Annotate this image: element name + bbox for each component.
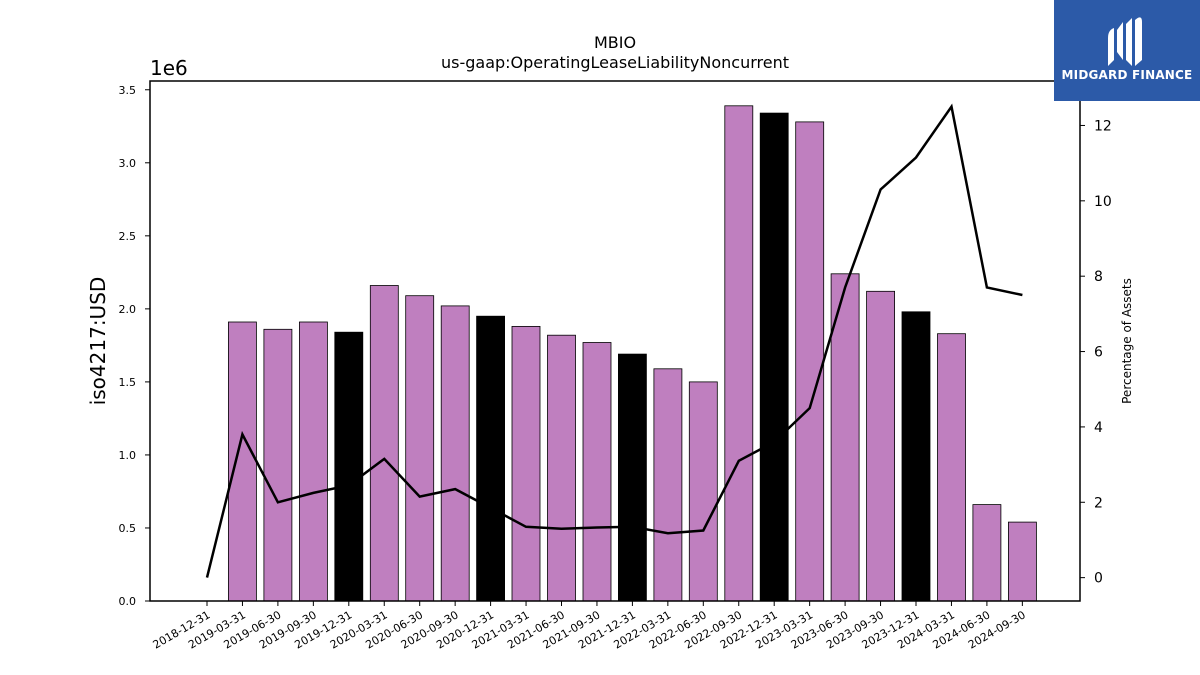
y-tick-label: 3.5 — [119, 84, 137, 97]
y-axis-title: iso4217:USD — [86, 277, 110, 406]
chart-subtitle: us-gaap:OperatingLeaseLiabilityNoncurren… — [441, 53, 789, 72]
percentage-line — [205, 103, 1023, 578]
bar-2022-03-31 — [653, 368, 683, 602]
bar-2023-12-31 — [901, 311, 931, 602]
bars-group — [227, 105, 1037, 602]
bar-2024-06-30 — [972, 504, 1002, 602]
bar-2022-06-30 — [688, 381, 718, 602]
bar-2019-03-31 — [227, 321, 257, 602]
y-tick-label: 3.0 — [119, 157, 137, 170]
bar-2023-09-30 — [866, 290, 895, 602]
chart-title: MBIO — [594, 33, 636, 52]
y2-tick-label: 8 — [1094, 269, 1103, 285]
y-tick-label: 0.5 — [119, 522, 137, 535]
y2-tick-label: 12 — [1094, 118, 1112, 134]
bar-2021-09-30 — [582, 342, 612, 602]
y2-tick-label: 2 — [1094, 495, 1103, 511]
y-tick-label: 2.5 — [119, 230, 137, 243]
y-tick-label: 2.0 — [119, 303, 137, 316]
brand-name: MIDGARD FINANCE — [1061, 68, 1193, 82]
y-tick-label: 1.0 — [119, 449, 137, 462]
bar-2019-09-30 — [298, 321, 328, 602]
y2-tick-label: 4 — [1094, 420, 1103, 436]
bar-2021-12-31 — [618, 353, 647, 602]
bar-2020-12-31 — [476, 315, 506, 602]
y2-tick-label: 0 — [1094, 571, 1103, 587]
y-tick-label: 0.0 — [119, 595, 137, 608]
y2-axis-title: Percentage of Assets — [1120, 278, 1134, 404]
bar-2019-06-30 — [263, 328, 293, 602]
brand-logo: MIDGARD FINANCE — [1054, 0, 1200, 101]
y2-tick-label: 10 — [1094, 194, 1112, 210]
y-multiplier-label: 1e6 — [150, 56, 188, 80]
bar-2022-09-30 — [724, 105, 754, 602]
bar-2020-03-31 — [369, 285, 399, 602]
midgard-logo-icon — [1108, 17, 1142, 66]
bar-2020-06-30 — [405, 295, 435, 602]
bar-2021-03-31 — [511, 325, 541, 602]
bar-2021-06-30 — [547, 334, 576, 602]
y-tick-label: 1.5 — [119, 376, 137, 389]
bar-2022-12-31 — [759, 112, 789, 602]
bar-2024-09-30 — [1008, 521, 1037, 602]
bar-2024-03-31 — [937, 333, 966, 602]
bar-2020-09-30 — [440, 305, 470, 602]
y2-tick-label: 6 — [1094, 345, 1103, 361]
plot-frame — [149, 80, 1081, 602]
bar-2019-12-31 — [334, 331, 364, 602]
bar-2023-03-31 — [795, 121, 825, 602]
line-group — [205, 103, 1023, 578]
bar-2023-06-30 — [830, 273, 860, 602]
